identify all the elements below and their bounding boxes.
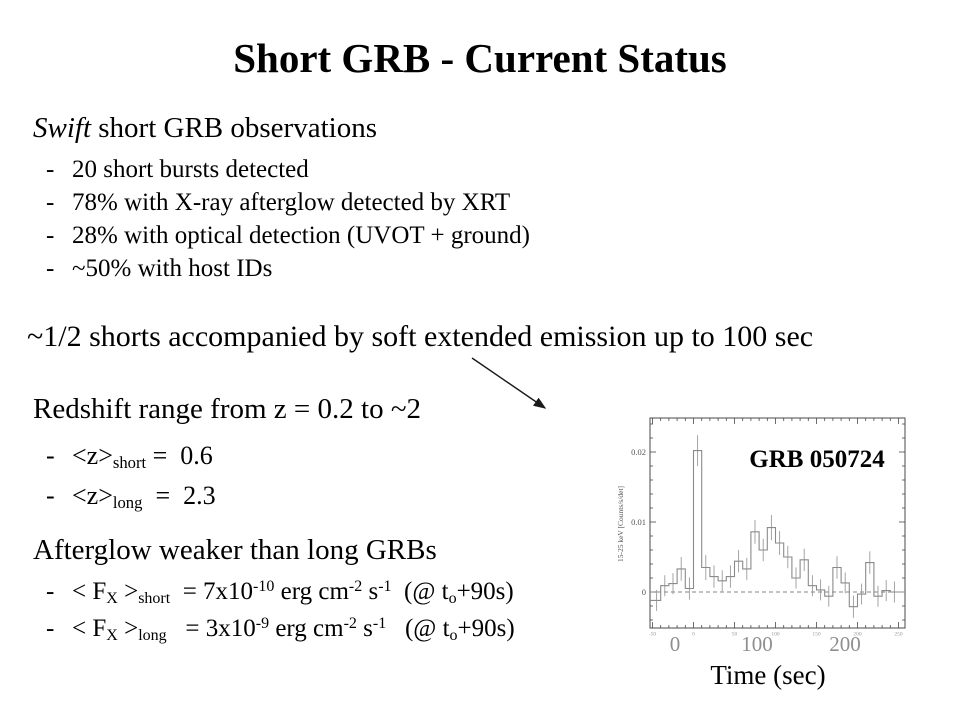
grb-lightcurve-chart: -50 0 50 100 150 200 250 0.02 0.01 0 15-25 keV… bbox=[616, 417, 906, 690]
annotation-arrow-icon bbox=[471, 357, 547, 409]
bullet-item: - <z>long = 2.3 bbox=[46, 477, 216, 517]
bullet-dash: - bbox=[46, 222, 55, 249]
redshift-bullet-list: - <z>short = 0.6 - <z>long = 2.3 bbox=[46, 437, 216, 517]
x-tick-small-label: 150 bbox=[812, 632, 821, 638]
bullet-text: ~50% with host IDs bbox=[72, 255, 273, 282]
bullet-dash: - bbox=[46, 578, 55, 605]
slide-title: Short GRB - Current Status bbox=[233, 35, 727, 81]
bullet-item: - < FX >short = 7x10-10 erg cm-2 s-1 (@ … bbox=[46, 575, 515, 612]
extended-emission-statement: ~1/2 shorts accompanied by soft extended… bbox=[27, 320, 814, 353]
swift-bullet-list: - 20 short bursts detected - 78% with X-… bbox=[46, 153, 530, 285]
x-tick-small-label: 100 bbox=[771, 632, 780, 638]
x-tick-small-label: -50 bbox=[649, 632, 657, 638]
x-tick-label-large: 200 bbox=[829, 632, 861, 656]
heading-swift-observations: Swift short GRB observations bbox=[33, 112, 377, 144]
bullet-item: - <z>short = 0.6 bbox=[46, 437, 216, 477]
bullet-item: - ~50% with host IDs bbox=[46, 252, 530, 285]
x-tick-small-label: 50 bbox=[732, 632, 738, 638]
bullet-text: 28% with optical detection (UVOT + groun… bbox=[72, 222, 530, 249]
bullet-text: <z>long = 2.3 bbox=[72, 481, 216, 513]
plot-frame bbox=[649, 417, 906, 629]
bullet-item: - < FX >long = 3x10-9 erg cm-2 s-1 (@ to… bbox=[46, 612, 515, 649]
bullet-item: - 78% with X-ray afterglow detected by X… bbox=[46, 186, 530, 219]
bullet-text: < FX >long = 3x10-9 erg cm-2 s-1 (@ to+9… bbox=[72, 615, 515, 645]
x-tick-small-label: 250 bbox=[894, 632, 903, 638]
bullet-dash: - bbox=[46, 481, 55, 510]
bullet-dash: - bbox=[46, 615, 55, 642]
arrow-line bbox=[471, 357, 547, 409]
bullet-dash: - bbox=[46, 255, 55, 282]
heading-redshift-range: Redshift range from z = 0.2 to ~2 bbox=[33, 393, 422, 425]
bullet-dash: - bbox=[46, 441, 55, 470]
grb-name-annotation: GRB 050724 bbox=[749, 446, 885, 473]
grb-lightcurve-inset: -50 0 50 100 150 200 250 0.02 0.01 0 15-25 keV… bbox=[610, 412, 912, 702]
afterglow-bullet-list: - < FX >short = 7x10-10 erg cm-2 s-1 (@ … bbox=[46, 575, 515, 649]
lightcurve-step-line bbox=[650, 450, 905, 608]
bullet-item: - 28% with optical detection (UVOT + gro… bbox=[46, 219, 530, 252]
x-axis-label: Time (sec) bbox=[710, 660, 825, 690]
bullet-item: - 20 short bursts detected bbox=[46, 153, 530, 186]
bullet-text: 78% with X-ray afterglow detected by XRT bbox=[72, 189, 511, 216]
x-tick-label-large: 0 bbox=[670, 632, 681, 656]
x-tick-small-label: 200 bbox=[853, 632, 862, 638]
x-tick-label-large: 100 bbox=[741, 632, 773, 656]
bullet-text: <z>short = 0.6 bbox=[72, 441, 213, 473]
y-axis-label: 15-25 keV [Counts/s/det] bbox=[616, 486, 625, 562]
y-tick-label: 0.01 bbox=[631, 517, 646, 527]
y-tick-label: 0.02 bbox=[631, 447, 646, 457]
heading-afterglow: Afterglow weaker than long GRBs bbox=[33, 534, 437, 566]
bullet-text: < FX >short = 7x10-10 erg cm-2 s-1 (@ to… bbox=[72, 578, 514, 608]
bullet-dash: - bbox=[46, 156, 55, 183]
bullet-dash: - bbox=[46, 189, 55, 216]
plot-area: -50 0 50 100 150 200 250 bbox=[649, 417, 906, 638]
bullet-text: 20 short bursts detected bbox=[72, 156, 309, 183]
x-tick-small-label: 0 bbox=[692, 632, 695, 638]
y-tick-label: 0 bbox=[642, 587, 646, 597]
